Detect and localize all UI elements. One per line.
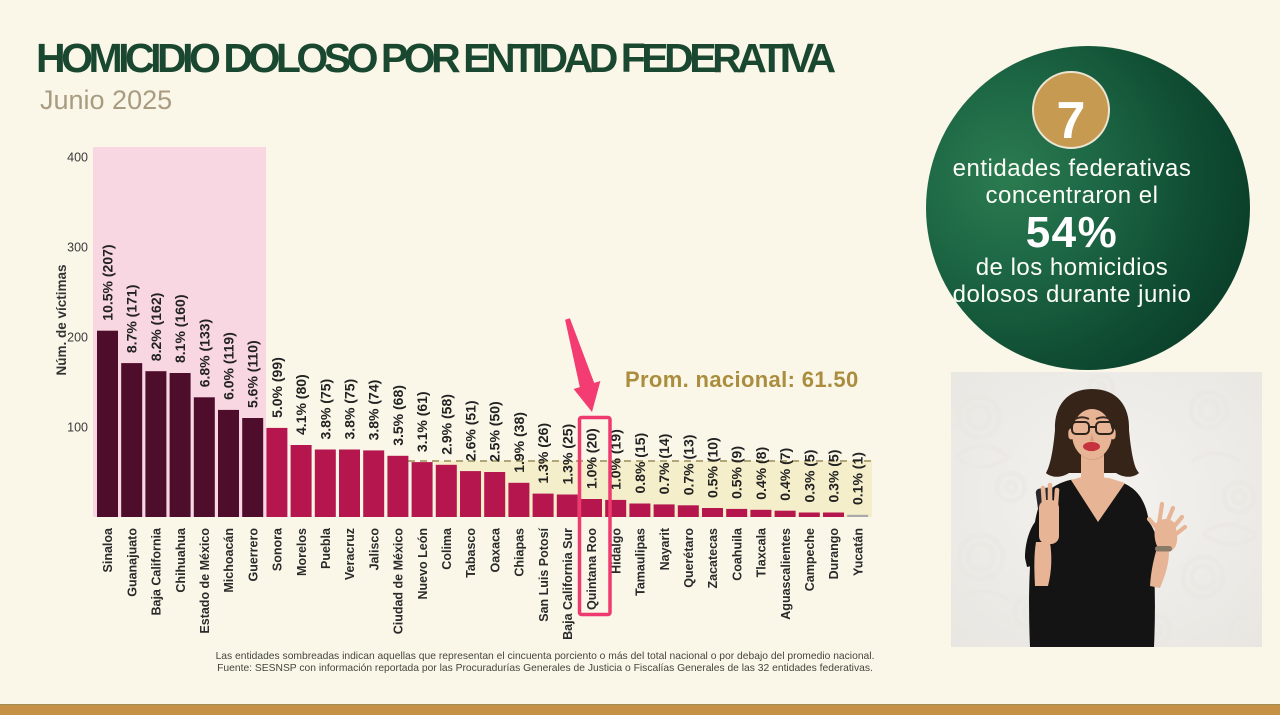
svg-text:3.8% (75): 3.8% (75) <box>317 379 333 440</box>
svg-text:2.5% (50): 2.5% (50) <box>487 401 503 462</box>
svg-text:6.0% (119): 6.0% (119) <box>221 332 237 400</box>
svg-text:Sinaloa: Sinaloa <box>101 527 115 573</box>
svg-text:Tamaulipas: Tamaulipas <box>634 528 648 596</box>
svg-text:Morelos: Morelos <box>295 528 309 576</box>
svg-text:Prom. nacional: 61.50: Prom. nacional: 61.50 <box>625 367 859 392</box>
svg-text:Hidalgo: Hidalgo <box>609 528 623 574</box>
svg-text:Ciudad de México: Ciudad de México <box>392 528 406 635</box>
svg-text:Sonora: Sonora <box>271 527 285 571</box>
svg-text:Nayarit: Nayarit <box>658 527 672 570</box>
svg-text:0.4% (8): 0.4% (8) <box>753 447 769 500</box>
svg-text:1.0% (20): 1.0% (20) <box>584 428 600 489</box>
svg-text:Guanajuato: Guanajuato <box>125 528 139 597</box>
svg-text:0.3% (5): 0.3% (5) <box>826 450 842 503</box>
svg-text:200: 200 <box>67 331 88 345</box>
svg-text:Chiapas: Chiapas <box>513 528 527 577</box>
svg-text:0.3% (5): 0.3% (5) <box>801 450 817 503</box>
svg-text:Yucatán: Yucatán <box>851 528 865 576</box>
svg-text:0.8% (15): 0.8% (15) <box>632 433 648 494</box>
svg-text:2.9% (58): 2.9% (58) <box>438 394 454 455</box>
svg-text:Querétaro: Querétaro <box>682 528 696 588</box>
svg-text:Chihuahua: Chihuahua <box>174 527 188 593</box>
svg-text:3.1% (61): 3.1% (61) <box>414 391 430 452</box>
svg-text:3.8% (75): 3.8% (75) <box>342 379 358 440</box>
svg-text:Veracruz: Veracruz <box>343 528 357 580</box>
svg-text:Campeche: Campeche <box>803 528 817 591</box>
svg-text:0.5% (10): 0.5% (10) <box>705 437 721 498</box>
svg-text:4.1% (80): 4.1% (80) <box>293 374 309 435</box>
svg-text:Colima: Colima <box>440 527 454 570</box>
svg-text:400: 400 <box>67 151 88 165</box>
svg-text:Quintana Roo: Quintana Roo <box>585 528 599 610</box>
svg-text:300: 300 <box>67 241 88 255</box>
svg-text:0.7% (13): 0.7% (13) <box>680 435 696 496</box>
svg-text:0.1% (1): 0.1% (1) <box>850 452 866 505</box>
svg-text:2.6% (51): 2.6% (51) <box>463 400 479 461</box>
svg-text:0.5% (9): 0.5% (9) <box>729 446 745 499</box>
svg-text:Durango: Durango <box>827 528 841 580</box>
svg-text:San Luis Potosí: San Luis Potosí <box>537 527 551 621</box>
svg-text:8.2% (162): 8.2% (162) <box>148 293 164 361</box>
svg-text:5.6% (110): 5.6% (110) <box>245 340 261 408</box>
svg-text:0.7% (14): 0.7% (14) <box>656 434 672 495</box>
svg-text:Estado de México: Estado de México <box>198 528 212 634</box>
svg-text:Jalisco: Jalisco <box>367 528 381 571</box>
svg-text:Tlaxcala: Tlaxcala <box>755 527 769 577</box>
svg-text:Oaxaca: Oaxaca <box>488 527 502 573</box>
svg-text:10.5% (207): 10.5% (207) <box>100 244 116 320</box>
svg-text:8.7% (171): 8.7% (171) <box>124 285 140 353</box>
svg-text:Baja California: Baja California <box>150 527 164 616</box>
svg-text:5.0% (99): 5.0% (99) <box>269 357 285 418</box>
svg-text:Guerrero: Guerrero <box>246 528 260 582</box>
svg-text:Tabasco: Tabasco <box>464 528 478 578</box>
svg-text:Zacatecas: Zacatecas <box>706 528 720 589</box>
svg-text:Coahuila: Coahuila <box>730 527 744 581</box>
svg-text:1.3% (25): 1.3% (25) <box>559 424 575 485</box>
svg-text:100: 100 <box>67 421 88 435</box>
svg-text:3.5% (68): 3.5% (68) <box>390 385 406 446</box>
svg-text:1.3% (26): 1.3% (26) <box>535 423 551 484</box>
svg-text:0.4% (7): 0.4% (7) <box>777 448 793 501</box>
svg-text:6.8% (133): 6.8% (133) <box>196 319 212 387</box>
svg-text:Puebla: Puebla <box>319 527 333 569</box>
svg-text:Aguascalientes: Aguascalientes <box>779 528 793 620</box>
svg-text:Baja California Sur: Baja California Sur <box>561 528 575 640</box>
svg-text:Nuevo León: Nuevo León <box>416 528 430 600</box>
svg-text:Michoacán: Michoacán <box>222 528 236 593</box>
svg-text:8.1% (160): 8.1% (160) <box>172 295 188 363</box>
svg-text:Núm. de víctimas: Núm. de víctimas <box>54 264 69 375</box>
svg-text:1.9% (38): 1.9% (38) <box>511 412 527 473</box>
svg-text:3.8% (74): 3.8% (74) <box>366 380 382 441</box>
